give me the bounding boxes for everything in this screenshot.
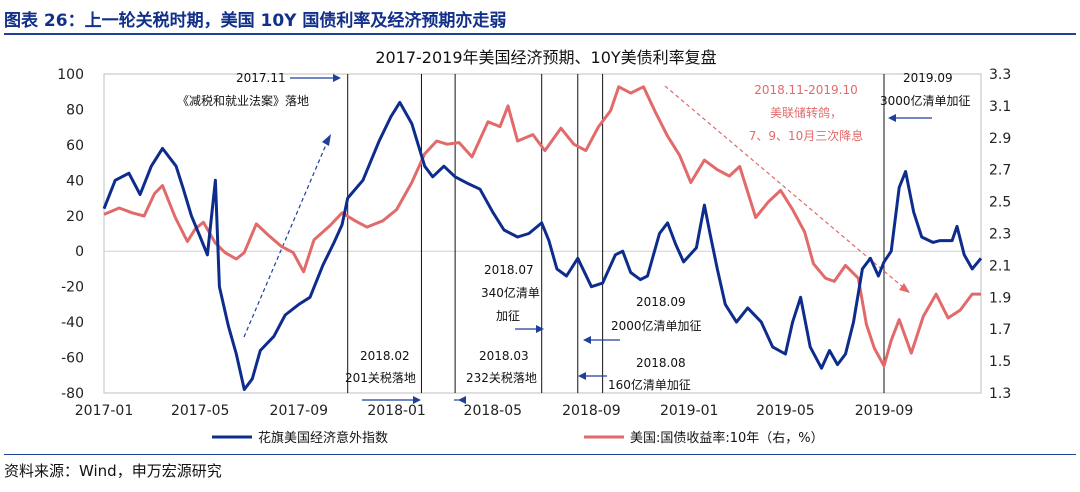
plot-frame bbox=[103, 73, 982, 394]
annotation-2000-text: 2000亿清单加征 bbox=[611, 318, 702, 333]
chart-title: 2017-2019年美国经济预期、10Y美债利率复盘 bbox=[375, 48, 716, 67]
x-tick-label: 2018-05 bbox=[464, 403, 523, 419]
right-tick-label: 2.1 bbox=[989, 258, 1011, 274]
x-tick-label: 2018-01 bbox=[367, 403, 426, 419]
right-tick-label: 3.1 bbox=[989, 99, 1011, 115]
x-tick-label: 2017-01 bbox=[75, 403, 134, 419]
x-tick-label: 2019-05 bbox=[756, 403, 815, 419]
annotation-232-text: 232关税落地 bbox=[466, 371, 537, 385]
right-tick-label: 2.3 bbox=[989, 227, 1011, 243]
x-tick-label: 2017-05 bbox=[171, 403, 230, 419]
right-tick-label: 3.3 bbox=[989, 67, 1011, 83]
annotation-2000: 2018.09 2000亿清单加征 bbox=[583, 295, 702, 344]
right-tick-label: 2.7 bbox=[989, 163, 1011, 179]
annotation-tcja-date: 2017.11 bbox=[236, 71, 286, 85]
source-note: 资料来源：Wind，申万宏源研究 bbox=[4, 462, 222, 480]
left-tick-label: 40 bbox=[66, 173, 84, 189]
annotation-201-text: 201关税落地 bbox=[345, 371, 416, 385]
annotation-340: 2018.07 340亿清单 加征 bbox=[481, 263, 544, 333]
right-tick-label: 1.5 bbox=[989, 354, 1011, 370]
trend-arrow-down bbox=[664, 85, 905, 289]
left-tick-label: 80 bbox=[66, 102, 84, 118]
x-tick-label: 2019-01 bbox=[660, 403, 719, 419]
figure-title: 图表 26：上一轮关税时期，美国 10Y 国债利率及经济预期亦走弱 bbox=[4, 11, 507, 31]
trend-arrow-up-head bbox=[322, 134, 331, 146]
annotation-tcja-text: 《减税和就业法案》落地 bbox=[177, 93, 309, 108]
left-tick-label: -40 bbox=[61, 315, 84, 331]
annotation-160-date: 2018.08 bbox=[636, 356, 686, 370]
x-axis-ticks: 2017-01 2017-05 2017-09 2018-01 2018-05 2018-… bbox=[75, 403, 914, 419]
annotation-160-text: 160亿清单加征 bbox=[608, 377, 691, 392]
left-tick-label: 100 bbox=[57, 67, 84, 83]
left-tick-label: 0 bbox=[75, 244, 84, 260]
annotation-201: 2018.02 201关税落地 bbox=[345, 349, 421, 404]
annotation-232-date: 2018.03 bbox=[479, 349, 529, 363]
annotation-fed-line1: 2018.11-2019.10 bbox=[754, 83, 858, 97]
annotation-160: 2018.08 160亿清单加征 bbox=[578, 356, 691, 392]
annotation-3000-date: 2019.09 bbox=[903, 71, 953, 85]
legend-label-surprise: 花旗美国经济意外指数 bbox=[258, 430, 388, 446]
series-line-yield bbox=[103, 85, 981, 368]
annotation-201-date: 2018.02 bbox=[360, 349, 410, 363]
right-tick-label: 2.5 bbox=[989, 195, 1011, 211]
source-divider bbox=[4, 454, 1076, 455]
annotation-tcja: 2017.11 《减税和就业法案》落地 bbox=[177, 71, 341, 108]
annotation-340-line1: 340亿清单 bbox=[481, 285, 540, 300]
legend-label-yield: 美国:国债收益率:10年（右，%） bbox=[630, 430, 824, 446]
annotation-fed: 2018.11-2019.10 美联储转鸽， 7、9、10月三次降息 bbox=[749, 83, 864, 143]
left-tick-label: -80 bbox=[61, 386, 84, 402]
left-tick-label: -60 bbox=[61, 351, 84, 367]
title-divider bbox=[4, 33, 1076, 35]
right-axis-ticks: 3.3 3.1 2.9 2.7 2.5 2.3 2.1 1.9 1.7 1.5 1.3 bbox=[989, 67, 1011, 402]
annotation-340-date: 2018.07 bbox=[484, 263, 534, 277]
right-tick-label: 2.9 bbox=[989, 131, 1011, 147]
annotation-232: 2018.03 232关税落地 bbox=[454, 349, 537, 404]
x-tick-label: 2018-09 bbox=[562, 403, 621, 419]
annotation-3000-text: 3000亿清单加征 bbox=[880, 93, 971, 108]
trend-arrow-up bbox=[243, 139, 329, 338]
annotation-3000: 2019.09 3000亿清单加征 bbox=[880, 71, 971, 122]
annotation-340-line2: 加征 bbox=[496, 309, 520, 323]
left-tick-label: 60 bbox=[66, 138, 84, 154]
x-tick-label: 2017-09 bbox=[270, 403, 329, 419]
left-tick-label: -20 bbox=[61, 280, 84, 296]
right-tick-label: 1.3 bbox=[989, 386, 1011, 402]
left-tick-label: 20 bbox=[66, 209, 84, 225]
annotation-fed-line2: 美联储转鸽， bbox=[770, 105, 842, 120]
left-axis-ticks: 100 80 60 40 20 0 -20 -40 -60 -80 bbox=[57, 67, 84, 402]
right-tick-label: 1.9 bbox=[989, 290, 1011, 306]
legend: 花旗美国经济意外指数 美国:国债收益率:10年（右，%） bbox=[212, 430, 824, 446]
annotation-fed-line3: 7、9、10月三次降息 bbox=[749, 128, 864, 143]
trend-arrow-down-head bbox=[899, 283, 910, 293]
annotation-2000-date: 2018.09 bbox=[636, 295, 686, 309]
x-tick-label: 2019-09 bbox=[855, 403, 914, 419]
series-line-surprise-index bbox=[102, 100, 983, 391]
right-tick-label: 1.7 bbox=[989, 322, 1011, 338]
